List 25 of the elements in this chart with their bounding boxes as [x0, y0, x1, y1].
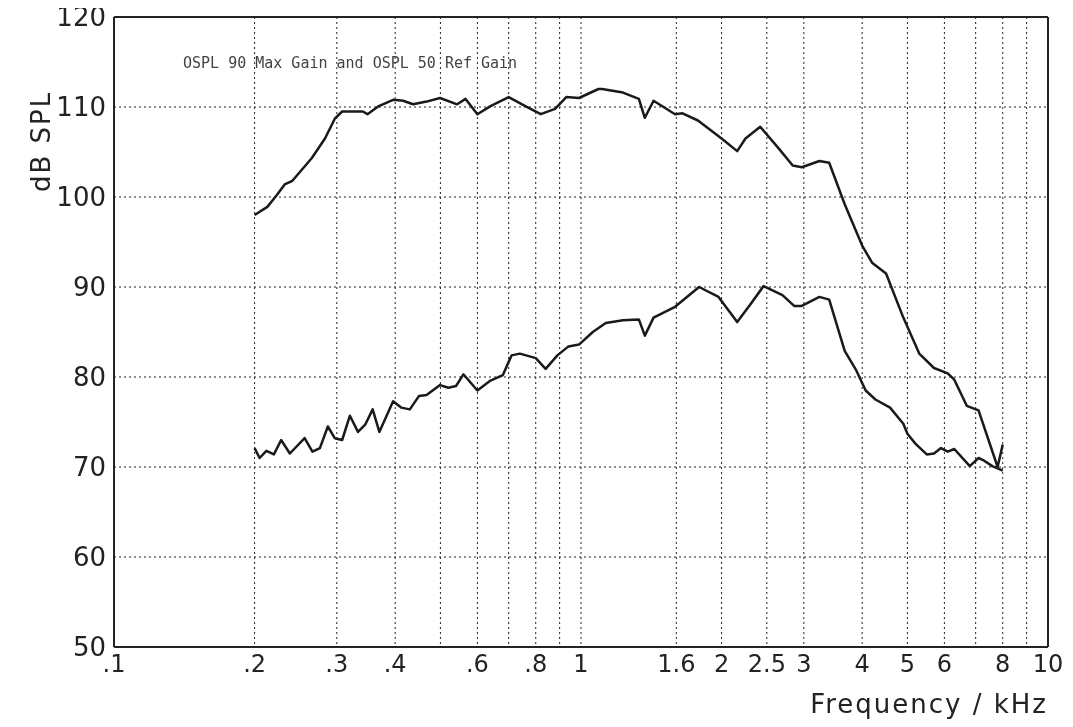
- x-tick-label: 6: [936, 650, 953, 679]
- y-tick-label: 110: [56, 92, 106, 123]
- x-tick-label: .8: [524, 650, 548, 679]
- x-tick-label: 3: [796, 650, 812, 679]
- y-tick-label: 60: [72, 542, 106, 573]
- y-tick-label: 70: [72, 452, 106, 483]
- x-tick-label: .4: [383, 650, 407, 679]
- x-tick-label: 2: [713, 650, 730, 679]
- x-tick-label: 8: [995, 650, 1011, 679]
- y-tick-label: 50: [72, 632, 106, 663]
- x-tick-label: .3: [325, 650, 349, 679]
- y-tick-label: 100: [56, 182, 106, 213]
- x-axis-title: Frequency / kHz: [810, 689, 1048, 719]
- x-tick-label: 1.6: [657, 650, 696, 679]
- y-axis-title: dB SPL: [26, 90, 57, 192]
- x-tick-label: 10: [1032, 650, 1064, 679]
- text: OSPL 90 Max Gain and OSPL 50 Ref Gain: [183, 54, 518, 72]
- y-tick-label: 80: [72, 362, 106, 393]
- x-tick-label: 5: [899, 650, 916, 679]
- x-tick-label: .2: [243, 650, 267, 679]
- y-tick-label: 90: [72, 272, 106, 303]
- x-tick-label: .6: [465, 650, 489, 679]
- x-tick-label: 1: [573, 650, 589, 679]
- x-tick-label: 2.5: [747, 650, 786, 679]
- x-tick-label: 4: [854, 650, 870, 679]
